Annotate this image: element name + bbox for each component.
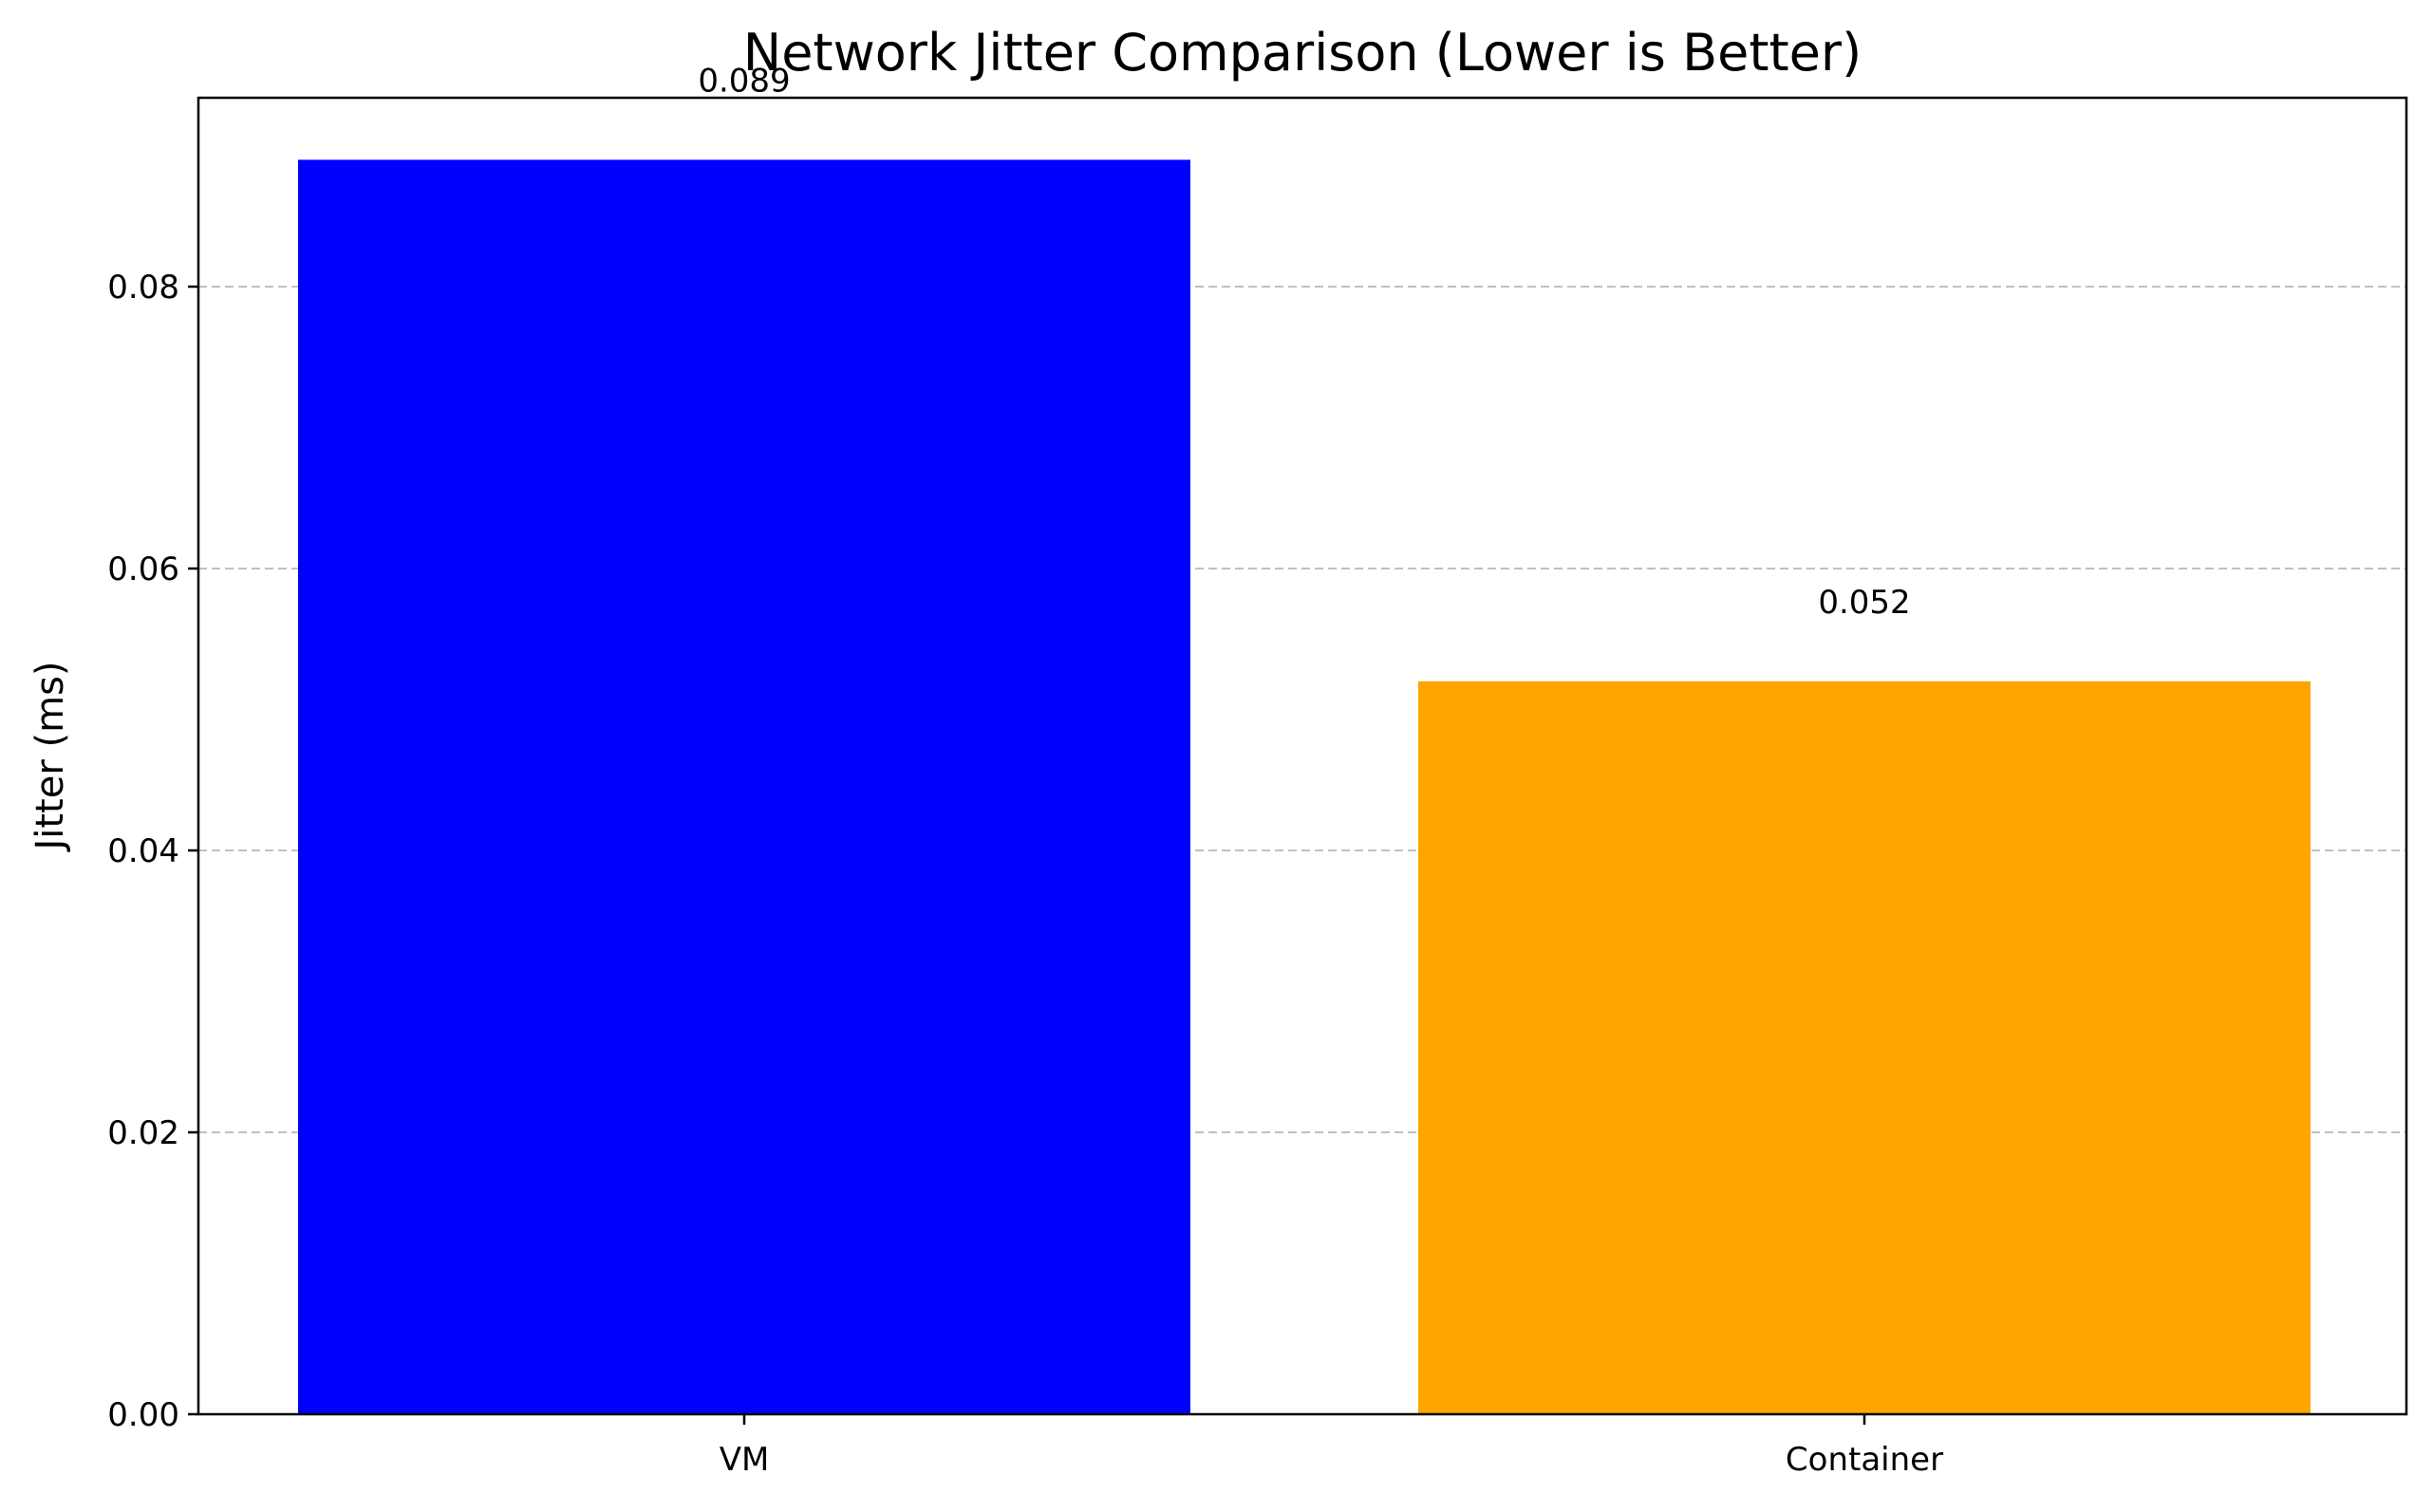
y-tick-label: 0.02 bbox=[107, 1114, 179, 1152]
x-tick-label-vm: VM bbox=[720, 1441, 770, 1479]
value-label-container: 0.052 bbox=[1818, 584, 1910, 622]
plot-frame bbox=[197, 96, 2408, 1416]
x-tick-label-container: Container bbox=[1786, 1441, 1943, 1479]
chart-title: Network Jitter Comparison (Lower is Bett… bbox=[743, 23, 1862, 83]
y-tick-label: 0.06 bbox=[107, 551, 179, 588]
y-tick-label: 0.08 bbox=[107, 269, 179, 307]
bar-container bbox=[1418, 681, 2311, 1414]
value-labels: 0.089 0.052 bbox=[698, 62, 1910, 621]
bar-vm bbox=[298, 159, 1190, 1415]
y-tick-label: 0.00 bbox=[107, 1396, 179, 1434]
value-label-vm: 0.089 bbox=[698, 62, 790, 100]
y-axis-ticks: 0.00 0.02 0.04 0.06 0.08 bbox=[107, 269, 198, 1434]
y-axis-label: Jitter (ms) bbox=[28, 661, 72, 852]
y-tick-label: 0.04 bbox=[107, 832, 179, 870]
bars bbox=[298, 159, 2311, 1415]
x-axis-ticks: VM Container bbox=[720, 1414, 1943, 1479]
